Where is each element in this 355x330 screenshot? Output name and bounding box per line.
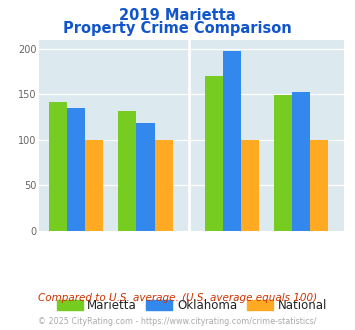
Bar [223, 51, 241, 231]
Bar [136, 122, 154, 231]
Text: Compared to U.S. average. (U.S. average equals 100): Compared to U.S. average. (U.S. average … [38, 293, 317, 303]
Text: 2019 Marietta: 2019 Marietta [119, 8, 236, 23]
Bar [274, 95, 292, 231]
Bar [292, 91, 310, 231]
Bar [241, 140, 259, 231]
Bar [154, 140, 173, 231]
Text: Property Crime Comparison: Property Crime Comparison [63, 21, 292, 36]
Bar [310, 140, 328, 231]
Bar [118, 111, 136, 231]
Text: © 2025 CityRating.com - https://www.cityrating.com/crime-statistics/: © 2025 CityRating.com - https://www.city… [38, 317, 317, 326]
Bar [67, 108, 85, 231]
Bar [205, 76, 223, 231]
Bar [49, 103, 67, 231]
Legend: Marietta, Oklahoma, National: Marietta, Oklahoma, National [52, 294, 332, 317]
Bar [85, 140, 104, 231]
